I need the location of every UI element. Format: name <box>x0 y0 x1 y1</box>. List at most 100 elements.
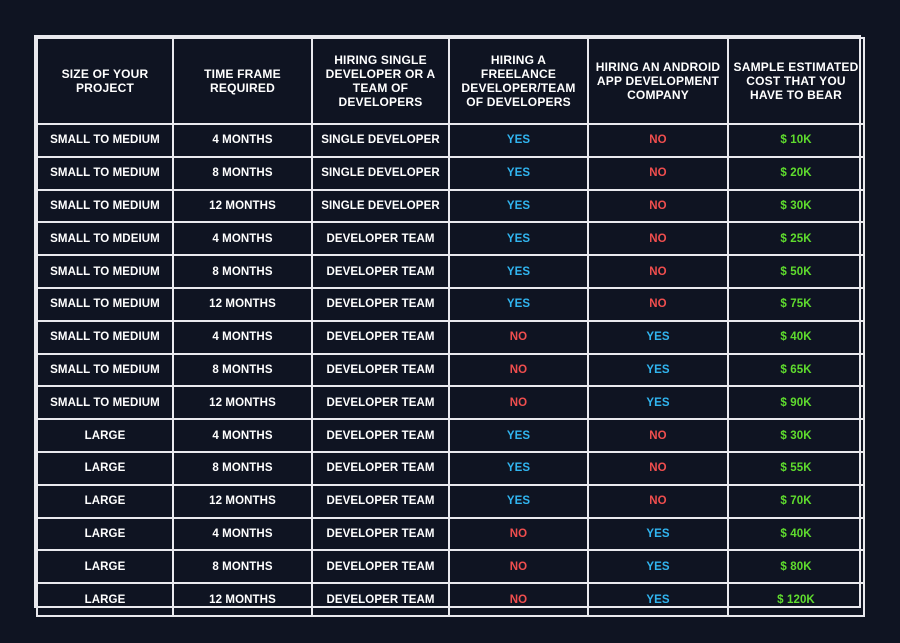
cell-single-or-team: DEVELOPER TEAM <box>311 221 450 257</box>
cell-estimated-cost: $ 50K <box>727 254 865 289</box>
cell-project-size: LARGE <box>36 516 174 552</box>
header-single-or-team: HIRING SINGLE DEVELOPER OR A TEAM OF DEV… <box>311 37 450 125</box>
cell-freelance: NO <box>448 516 589 552</box>
cell-freelance: YES <box>448 286 589 322</box>
cell-company: NO <box>587 123 729 158</box>
table-row: LARGE 12 MONTHS DEVELOPER TEAM NO YES $ 120K <box>36 582 865 617</box>
cell-estimated-cost: $ 30K <box>727 188 865 224</box>
cell-project-size: SMALL TO MEDIUM <box>36 188 174 224</box>
table-row: SMALL TO MEDIUM 12 MONTHS DEVELOPER TEAM NO… <box>36 385 865 421</box>
cell-estimated-cost: $ 10K <box>727 123 865 158</box>
table-header: SIZE OF YOUR PROJECT TIME FRAME REQUIRED… <box>36 37 865 125</box>
table-row: SMALL TO MDEIUM 4 MONTHS DEVELOPER TEAM YES… <box>36 221 865 257</box>
cell-single-or-team: DEVELOPER TEAM <box>311 582 450 617</box>
cell-freelance: YES <box>448 123 589 158</box>
cell-company: NO <box>587 286 729 322</box>
table-row: LARGE 8 MONTHS DEVELOPER TEAM NO YES $ 80K <box>36 549 865 585</box>
cell-single-or-team: DEVELOPER TEAM <box>311 286 450 322</box>
table-row: SMALL TO MEDIUM 8 MONTHS DEVELOPER TEAM YES… <box>36 254 865 289</box>
cell-estimated-cost: $ 30K <box>727 418 865 453</box>
cell-project-size: LARGE <box>36 549 174 585</box>
cell-estimated-cost: $ 25K <box>727 221 865 257</box>
cell-project-size: SMALL TO MEDIUM <box>36 123 174 158</box>
cell-time-frame: 12 MONTHS <box>172 188 313 224</box>
cell-freelance: YES <box>448 450 589 486</box>
table-row: LARGE 12 MONTHS DEVELOPER TEAM YES NO $ 70K <box>36 483 865 519</box>
cell-freelance: YES <box>448 483 589 519</box>
cell-time-frame: 8 MONTHS <box>172 155 313 191</box>
cell-single-or-team: DEVELOPER TEAM <box>311 254 450 289</box>
cell-company: YES <box>587 582 729 617</box>
cell-time-frame: 8 MONTHS <box>172 254 313 289</box>
table-body: SMALL TO MEDIUM 4 MONTHS SINGLE DEVELOPER Y… <box>36 123 865 617</box>
cell-company: NO <box>587 254 729 289</box>
table-row: SMALL TO MEDIUM 8 MONTHS SINGLE DEVELOPER Y… <box>36 155 865 191</box>
cell-single-or-team: DEVELOPER TEAM <box>311 385 450 421</box>
cell-time-frame: 4 MONTHS <box>172 516 313 552</box>
cell-estimated-cost: $ 80K <box>727 549 865 585</box>
cell-single-or-team: DEVELOPER TEAM <box>311 418 450 453</box>
cell-estimated-cost: $ 40K <box>727 319 865 355</box>
cell-project-size: SMALL TO MEDIUM <box>36 254 174 289</box>
header-project-size: SIZE OF YOUR PROJECT <box>36 37 174 125</box>
cell-single-or-team: DEVELOPER TEAM <box>311 319 450 355</box>
cell-company: YES <box>587 385 729 421</box>
table-row: SMALL TO MEDIUM 8 MONTHS DEVELOPER TEAM NO Y… <box>36 352 865 388</box>
cell-company: NO <box>587 155 729 191</box>
cell-time-frame: 12 MONTHS <box>172 385 313 421</box>
cell-freelance: NO <box>448 319 589 355</box>
table-row: SMALL TO MEDIUM 4 MONTHS DEVELOPER TEAM NO Y… <box>36 319 865 355</box>
cell-time-frame: 4 MONTHS <box>172 221 313 257</box>
cell-project-size: LARGE <box>36 483 174 519</box>
header-time-frame: TIME FRAME REQUIRED <box>172 37 313 125</box>
header-estimated-cost: SAMPLE ESTIMATED COST THAT YOU HAVE TO B… <box>727 37 865 125</box>
cell-time-frame: 4 MONTHS <box>172 418 313 453</box>
cell-time-frame: 12 MONTHS <box>172 582 313 617</box>
cell-time-frame: 12 MONTHS <box>172 483 313 519</box>
cell-project-size: SMALL TO MEDIUM <box>36 319 174 355</box>
cell-company: NO <box>587 418 729 453</box>
cost-comparison-table: SIZE OF YOUR PROJECT TIME FRAME REQUIRED… <box>36 37 865 617</box>
cell-company: NO <box>587 483 729 519</box>
cell-freelance: NO <box>448 352 589 388</box>
cell-single-or-team: DEVELOPER TEAM <box>311 483 450 519</box>
table-row: LARGE 4 MONTHS DEVELOPER TEAM YES NO $ 30K <box>36 418 865 453</box>
cell-company: YES <box>587 549 729 585</box>
cell-time-frame: 8 MONTHS <box>172 549 313 585</box>
cell-company: NO <box>587 188 729 224</box>
cell-single-or-team: SINGLE DEVELOPER <box>311 123 450 158</box>
table-row: LARGE 4 MONTHS DEVELOPER TEAM NO YES $ 40K <box>36 516 865 552</box>
cell-project-size: SMALL TO MEDIUM <box>36 286 174 322</box>
cell-estimated-cost: $ 70K <box>727 483 865 519</box>
cell-estimated-cost: $ 20K <box>727 155 865 191</box>
cell-estimated-cost: $ 120K <box>727 582 865 617</box>
cell-time-frame: 8 MONTHS <box>172 352 313 388</box>
cell-freelance: YES <box>448 418 589 453</box>
cell-freelance: NO <box>448 385 589 421</box>
cell-project-size: SMALL TO MEDIUM <box>36 385 174 421</box>
cell-estimated-cost: $ 75K <box>727 286 865 322</box>
cell-project-size: LARGE <box>36 450 174 486</box>
table-row: SMALL TO MEDIUM 12 MONTHS DEVELOPER TEAM YE… <box>36 286 865 322</box>
table-row: SMALL TO MEDIUM 4 MONTHS SINGLE DEVELOPER Y… <box>36 123 865 158</box>
cell-single-or-team: DEVELOPER TEAM <box>311 450 450 486</box>
cell-project-size: LARGE <box>36 582 174 617</box>
cell-estimated-cost: $ 55K <box>727 450 865 486</box>
cell-company: NO <box>587 450 729 486</box>
cell-company: NO <box>587 221 729 257</box>
cell-time-frame: 4 MONTHS <box>172 319 313 355</box>
cell-single-or-team: SINGLE DEVELOPER <box>311 155 450 191</box>
cell-project-size: LARGE <box>36 418 174 453</box>
cell-freelance: YES <box>448 254 589 289</box>
cell-estimated-cost: $ 90K <box>727 385 865 421</box>
cell-estimated-cost: $ 40K <box>727 516 865 552</box>
cell-time-frame: 8 MONTHS <box>172 450 313 486</box>
cell-freelance: NO <box>448 549 589 585</box>
cell-time-frame: 4 MONTHS <box>172 123 313 158</box>
cost-comparison-table-frame: SIZE OF YOUR PROJECT TIME FRAME REQUIRED… <box>34 35 865 617</box>
cell-single-or-team: SINGLE DEVELOPER <box>311 188 450 224</box>
cell-freelance: YES <box>448 155 589 191</box>
table-row: SMALL TO MEDIUM 12 MONTHS SINGLE DEVELOPER… <box>36 188 865 224</box>
cell-single-or-team: DEVELOPER TEAM <box>311 352 450 388</box>
cell-project-size: SMALL TO MDEIUM <box>36 221 174 257</box>
